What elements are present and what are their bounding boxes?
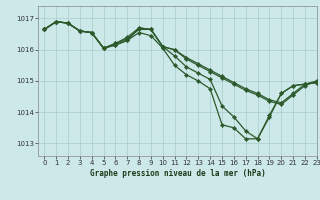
X-axis label: Graphe pression niveau de la mer (hPa): Graphe pression niveau de la mer (hPa)	[90, 169, 266, 178]
